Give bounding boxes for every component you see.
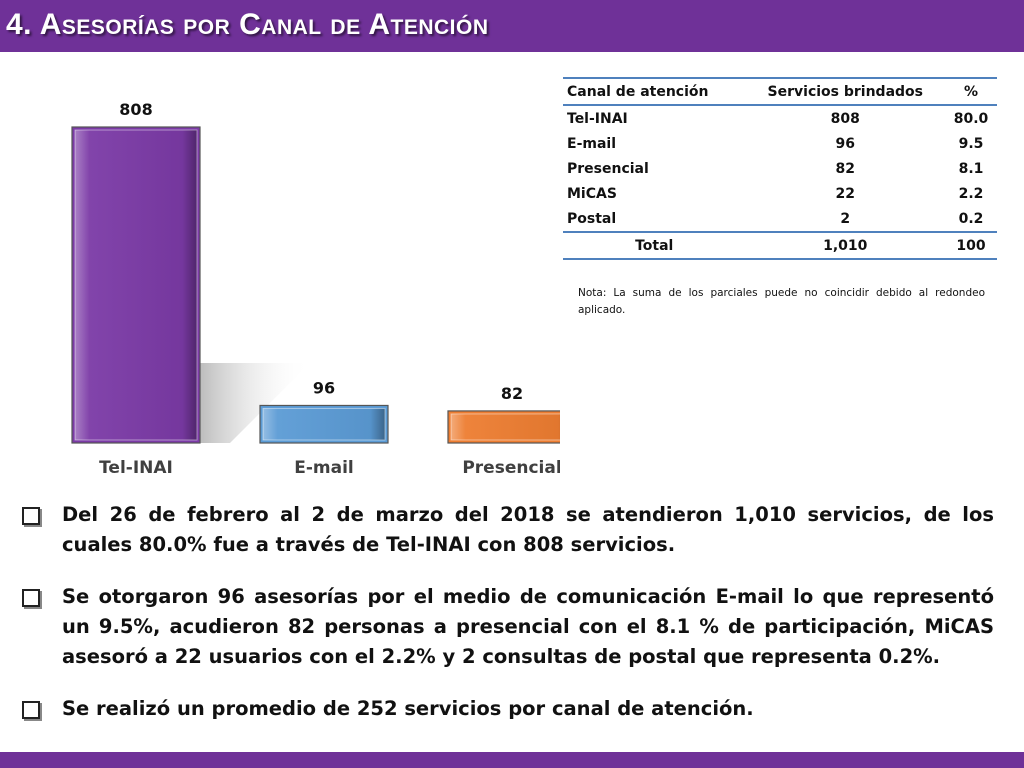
- bar-shadow: [200, 363, 310, 443]
- bullet-item: Se realizó un promedio de 252 servicios …: [22, 694, 994, 724]
- row-channel: Postal: [567, 210, 617, 227]
- row-percent: 80.0: [953, 110, 989, 127]
- bar-bevel: [262, 407, 386, 441]
- table-row: E-mail 96 9.5: [563, 131, 997, 156]
- row-services: 96: [835, 135, 855, 152]
- bullet-text: Se realizó un promedio de 252 servicios …: [62, 697, 754, 720]
- data-label: 808: [119, 100, 152, 119]
- col-header-percent: %: [964, 83, 979, 100]
- bullet-item: Se otorgaron 96 asesorías por el medio d…: [22, 582, 994, 672]
- category-label: Presencial: [462, 458, 560, 478]
- row-channel: MiCAS: [567, 185, 617, 202]
- bar-bevel: [450, 413, 560, 441]
- row-percent: 9.5: [958, 135, 984, 152]
- row-services: 22: [835, 185, 855, 202]
- bullet-text: Del 26 de febrero al 2 de marzo del 2018…: [62, 503, 994, 556]
- table-row: MiCAS 22 2.2: [563, 181, 997, 206]
- table-header-row: Canal de atención Servicios brindados %: [563, 78, 997, 105]
- category-label: E-mail: [294, 458, 354, 478]
- row-services: 808: [830, 110, 860, 127]
- table-note: Nota: La suma de los parciales puede no …: [578, 287, 985, 316]
- bar-bevel: [74, 129, 198, 441]
- col-header-channel: Canal de atención: [567, 83, 709, 100]
- row-percent: 2.2: [958, 185, 984, 202]
- data-table: Canal de atención Servicios brindados % …: [563, 77, 997, 260]
- row-services: 82: [835, 160, 855, 177]
- row-percent: 0.2: [958, 210, 984, 227]
- data-label: 82: [501, 384, 523, 403]
- table-row: Tel-INAI 808 80.0: [563, 105, 997, 131]
- bullet-item: Del 26 de febrero al 2 de marzo del 2018…: [22, 500, 994, 560]
- data-label: 96: [313, 378, 335, 397]
- summary-bullets: Del 26 de febrero al 2 de marzo del 2018…: [22, 500, 994, 746]
- total-services: 1,010: [823, 237, 868, 254]
- checkbox-bullet-icon: [22, 589, 40, 607]
- checkbox-bullet-icon: [22, 701, 40, 719]
- total-percent: 100: [956, 237, 986, 254]
- col-header-services: Servicios brindados: [767, 83, 923, 100]
- title-bar: 4. Asesorías por Canal de Atención: [0, 0, 1024, 52]
- row-channel: Tel-INAI: [567, 110, 628, 127]
- bar-chart: 8089682222 Tel-INAIE-mailPresencialMiCAS…: [71, 100, 560, 478]
- row-percent: 8.1: [958, 160, 984, 177]
- table-row: Presencial 82 8.1: [563, 156, 997, 181]
- row-services: 2: [840, 210, 851, 227]
- table-total-row: Total 1,010 100: [563, 232, 997, 259]
- bottom-bar: [0, 752, 1024, 768]
- row-channel: E-mail: [567, 135, 617, 152]
- table-row: Postal 2 0.2: [563, 206, 997, 232]
- total-label: Total: [635, 237, 674, 254]
- checkbox-bullet-icon: [22, 507, 40, 525]
- row-channel: Presencial: [567, 160, 649, 177]
- bullet-text: Se otorgaron 96 asesorías por el medio d…: [62, 585, 994, 668]
- page-title: 4. Asesorías por Canal de Atención: [6, 8, 489, 41]
- category-label: Tel-INAI: [99, 458, 173, 478]
